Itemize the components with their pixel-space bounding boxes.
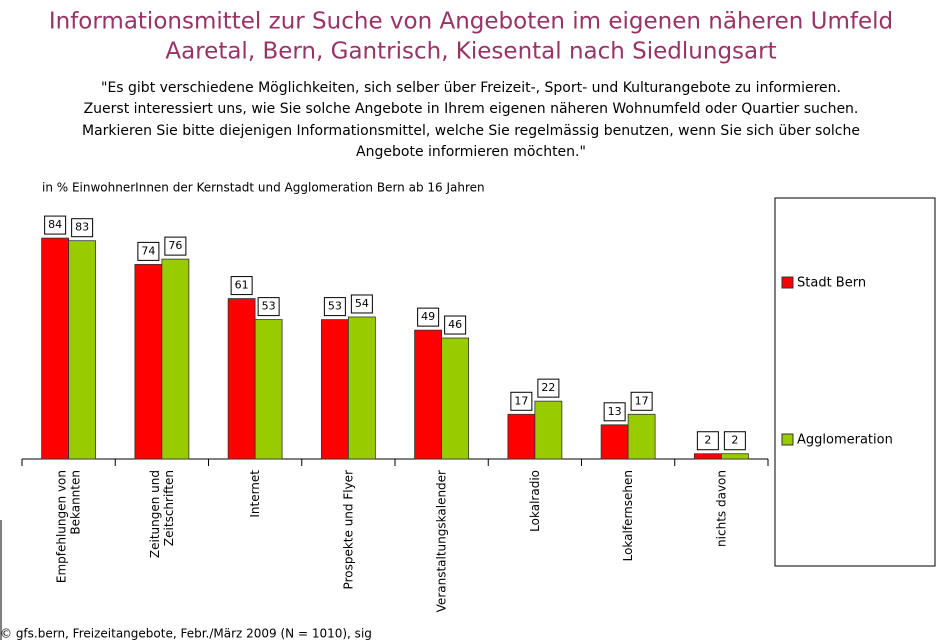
value-label: 53: [328, 300, 342, 313]
x-tick-label: Veranstaltungskalender: [434, 470, 448, 612]
value-label-box: [723, 431, 746, 451]
value-label: 74: [141, 244, 155, 257]
x-tick-label: Prospekte und Flyer: [341, 470, 355, 590]
bar: [254, 319, 283, 460]
legend-label: Agglomeration: [797, 433, 893, 448]
value-label: 17: [514, 394, 528, 407]
legend-swatch: [781, 433, 794, 446]
bar: [134, 263, 163, 460]
bar: [627, 413, 656, 460]
value-label-box: [510, 391, 533, 411]
value-label: 22: [541, 381, 555, 394]
bar: [161, 258, 190, 460]
value-label-box: [537, 378, 560, 398]
value-label-box: [230, 276, 253, 296]
bar: [414, 329, 443, 460]
value-label: 13: [608, 405, 622, 418]
value-label: 46: [448, 318, 462, 331]
bar: [227, 298, 256, 460]
bar: [320, 319, 349, 460]
subtitle: "Es gibt verschiedene Möglichkeiten, sic…: [101, 80, 841, 96]
subtitle: Zuerst interessiert uns, wie Sie solche …: [84, 101, 859, 117]
bar: [347, 316, 376, 460]
value-label: 83: [75, 221, 89, 234]
value-label-box: [630, 391, 653, 411]
legend-label: Stadt Bern: [797, 276, 866, 291]
chart-title: Aaretal, Bern, Gantrisch, Kiesental nach…: [165, 39, 776, 65]
axis-label: in % EinwohnerInnen der Kernstadt und Ag…: [42, 181, 485, 195]
bar: [507, 413, 536, 460]
value-label-box: [71, 218, 94, 238]
value-label-box: [164, 236, 187, 256]
legend-swatch: [781, 276, 794, 289]
value-label: 2: [731, 434, 738, 447]
value-label-box: [417, 307, 440, 327]
value-label: 76: [168, 239, 182, 252]
value-label: 53: [262, 300, 276, 313]
value-label-box: [696, 431, 719, 451]
subtitle: Markieren Sie bitte diejenigen Informati…: [82, 123, 860, 139]
x-tick-label: nichts davon: [714, 470, 728, 547]
value-label: 84: [48, 218, 62, 231]
value-label-box: [444, 315, 467, 335]
legend-box: [774, 197, 936, 567]
value-label: 49: [421, 310, 435, 323]
value-label: 2: [704, 434, 711, 447]
value-label-box: [257, 297, 280, 317]
value-label-box: [603, 402, 626, 422]
value-label-box: [137, 241, 160, 261]
bar: [720, 453, 749, 460]
value-label-box: [350, 294, 373, 314]
bar: [441, 337, 470, 460]
value-label: 54: [355, 297, 369, 310]
value-label: 17: [635, 394, 649, 407]
footer: © gfs.bern, Freizeitangebote, Febr./März…: [0, 627, 372, 640]
subtitle: Angebote informieren möchten.": [356, 144, 586, 160]
value-label-box: [44, 215, 67, 235]
x-tick-label: Internet: [248, 470, 262, 518]
bar: [41, 237, 70, 460]
x-tick-label: Lokalfernsehen: [621, 470, 635, 561]
x-tick-label: Empfehlungen vonBekannten: [54, 470, 82, 583]
bar: [68, 240, 97, 460]
chart-title: Informationsmittel zur Suche von Angebot…: [49, 9, 893, 35]
x-tick-label: Zeitungen undZeitschriften: [147, 470, 175, 558]
value-label-box: [323, 297, 346, 317]
bar: [693, 453, 722, 460]
bar: [600, 424, 629, 460]
value-label: 61: [235, 279, 249, 292]
bar: [534, 400, 563, 460]
x-tick-label: Lokalradio: [527, 470, 541, 532]
